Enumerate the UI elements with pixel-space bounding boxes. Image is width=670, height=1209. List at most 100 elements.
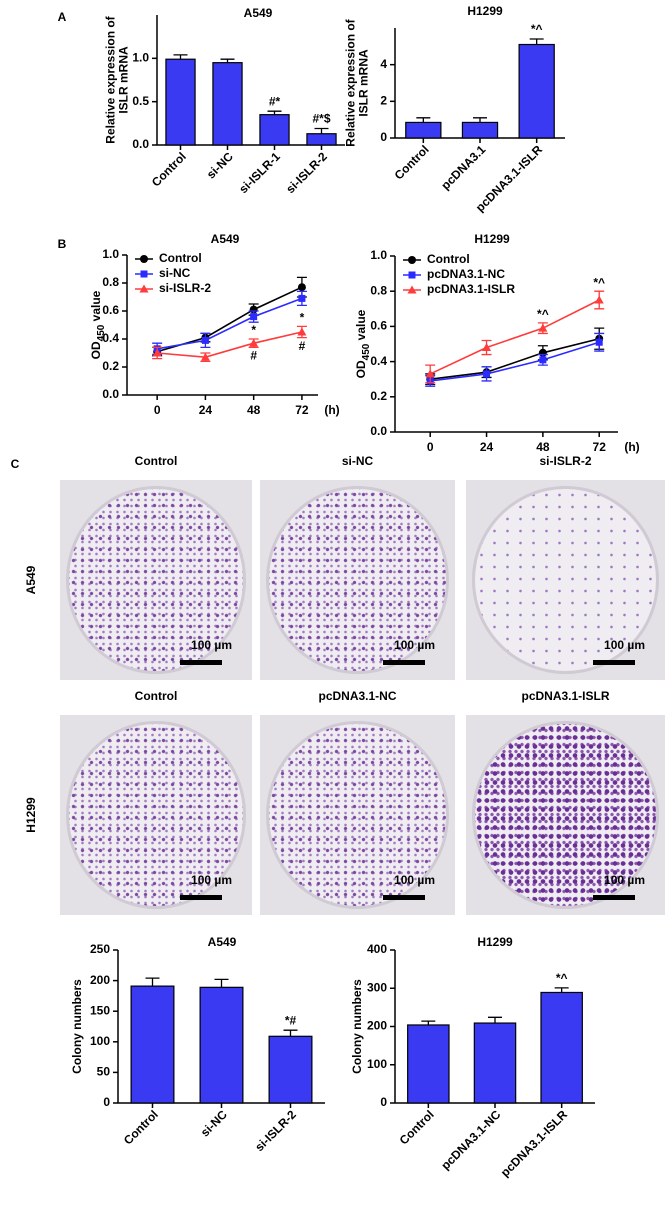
- x-tick-label: 48: [247, 403, 261, 417]
- scale-bar: [383, 895, 425, 900]
- series-line: [157, 297, 303, 350]
- x-tick-label: Control: [121, 1107, 161, 1147]
- y-tick-label: 250: [90, 942, 110, 956]
- bar: [473, 1022, 517, 1104]
- bar: [407, 1024, 450, 1104]
- marker: [249, 338, 259, 347]
- row-label: A549: [24, 565, 38, 594]
- error-bar: [220, 58, 235, 63]
- significance-label: #: [299, 339, 306, 353]
- y-tick-label: 0: [380, 1095, 387, 1109]
- x-tick-label: si-NC: [204, 149, 236, 181]
- significance-label: #*: [269, 94, 281, 108]
- scale-bar-label: 100 µm: [191, 873, 232, 887]
- dish: [472, 486, 659, 674]
- y-axis-label: Colony numbers: [70, 979, 84, 1074]
- x-tick-label: pcDNA3.1: [438, 142, 488, 192]
- bar: [259, 114, 290, 146]
- row-label: H1299: [24, 797, 38, 833]
- series-line: [156, 286, 303, 353]
- scale-bar-label: 100 µm: [394, 638, 435, 652]
- y-tick-label: 1.0: [370, 248, 387, 262]
- chart-title: H1299: [467, 4, 503, 18]
- y-tick-label: 0.8: [370, 283, 387, 297]
- legend-label: pcDNA3.1-ISLR: [427, 282, 515, 296]
- scale-bar: [383, 660, 425, 665]
- scale-bar-label: 100 µm: [394, 873, 435, 887]
- bar: [518, 43, 555, 139]
- x-tick-label: si-ISLR-2: [283, 149, 330, 196]
- significance-label: *: [300, 311, 305, 325]
- panel-label: B: [58, 237, 67, 251]
- marker: [200, 352, 210, 361]
- y-tick-label: 300: [367, 980, 387, 994]
- y-axis-label: OD450 value: [354, 309, 371, 378]
- colony-plate: [466, 715, 665, 915]
- y-tick-label: 150: [90, 1003, 110, 1017]
- scale-bar: [180, 660, 222, 665]
- significance-label: *: [251, 323, 256, 337]
- error-bar: [473, 117, 487, 123]
- x-tick-label: 72: [295, 403, 309, 417]
- y-axis-label-part: 450: [96, 324, 107, 341]
- scale-bar: [180, 895, 222, 900]
- marker: [140, 270, 148, 278]
- bar: [268, 1035, 313, 1104]
- scale-bar-label: 100 µm: [191, 638, 232, 652]
- x-tick-label: 72: [593, 440, 607, 454]
- x-tick-label: pcDNA3.1-NC: [438, 1107, 503, 1172]
- y-tick-label: 50: [97, 1065, 111, 1079]
- dish: [66, 721, 246, 909]
- y-tick-label: 4: [380, 57, 387, 71]
- bar: [199, 986, 244, 1104]
- column-label: si-ISLR-2: [539, 454, 591, 468]
- y-tick-label: 400: [367, 942, 387, 956]
- y-tick-label: 0.5: [132, 94, 149, 108]
- bar: [405, 121, 442, 139]
- y-tick-label: 0: [380, 130, 387, 144]
- y-tick-label: 1.0: [102, 247, 119, 261]
- x-axis-label: (h): [624, 440, 639, 454]
- x-tick-label: Control: [397, 1107, 437, 1147]
- marker: [425, 369, 435, 378]
- y-tick-label: 0.0: [132, 137, 149, 151]
- marker: [482, 343, 492, 352]
- error-bar: [529, 38, 544, 45]
- marker: [483, 370, 491, 378]
- chart-title: A549: [244, 6, 273, 20]
- y-tick-label: 200: [90, 973, 110, 987]
- legend-label: si-ISLR-2: [159, 281, 211, 295]
- dish: [266, 486, 449, 674]
- scale-bar: [593, 660, 635, 665]
- scale-bar-label: 100 µm: [604, 873, 645, 887]
- legend-label: Control: [159, 251, 202, 265]
- y-axis-label: Relative expression of: [344, 18, 358, 146]
- marker: [250, 313, 258, 321]
- significance-label: *^: [593, 275, 605, 289]
- bar: [540, 991, 583, 1104]
- error-bar: [488, 1016, 502, 1024]
- marker: [408, 256, 416, 264]
- marker: [297, 283, 306, 292]
- y-axis-label: OD450 value: [89, 290, 106, 359]
- x-tick-label: 24: [480, 440, 494, 454]
- y-tick-label: 200: [367, 1019, 387, 1033]
- y-axis-label: ISLR mRNA: [117, 46, 131, 114]
- legend-label: Control: [427, 252, 470, 266]
- error-bar: [283, 1029, 298, 1037]
- series-line: [157, 331, 303, 359]
- panel-label: A: [58, 10, 67, 24]
- y-axis-label-part: value: [89, 290, 103, 324]
- error-bar: [554, 987, 569, 993]
- marker: [594, 295, 604, 304]
- column-label: Control: [135, 454, 178, 468]
- y-axis-label: Colony numbers: [350, 979, 364, 1074]
- colony-plate: [60, 715, 252, 915]
- error-bar: [173, 54, 188, 60]
- dish: [266, 721, 449, 909]
- marker: [298, 294, 306, 302]
- column-label: pcDNA3.1-ISLR: [521, 689, 609, 703]
- series-line: [430, 337, 600, 380]
